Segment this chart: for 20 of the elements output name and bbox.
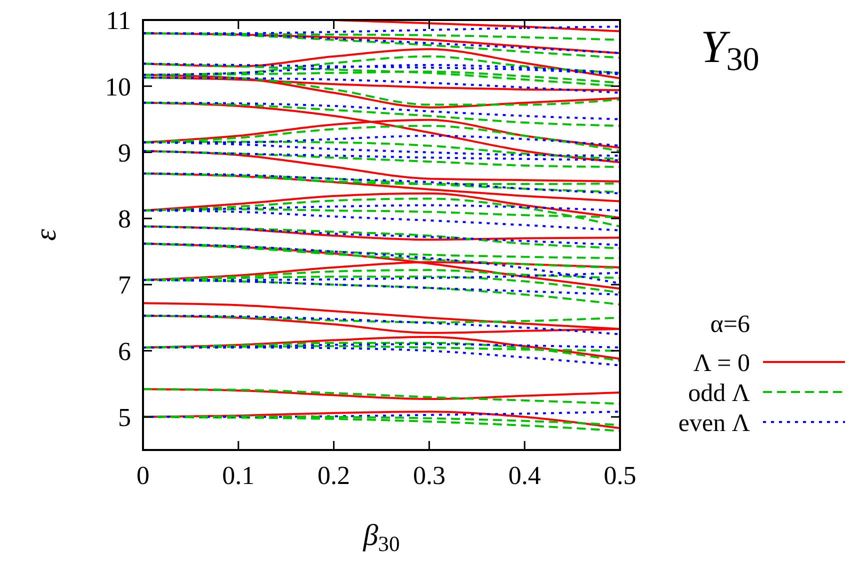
x-tick-label: 0.4: [508, 461, 541, 490]
x-tick-label: 0.1: [222, 461, 255, 490]
text: Y$_{30}$: [700, 21, 760, 78]
x-axis-title: β$_{30}$: [362, 519, 400, 556]
legend-label: odd Λ: [688, 380, 750, 407]
x-tick-label: 0: [136, 461, 150, 490]
y-tick-label: 11: [106, 6, 131, 36]
y-tick-label: 7: [118, 270, 131, 300]
legend-label: even Λ: [678, 410, 750, 437]
legend-label: Λ = 0: [693, 350, 750, 377]
x-tick-label: 0.3: [412, 461, 446, 490]
y-tick-label: 10: [105, 72, 131, 102]
x-tick-label: 0.2: [318, 461, 350, 490]
x-tick-label: 0.5: [604, 461, 636, 490]
legend-title: α=6: [710, 311, 750, 338]
y-axis-title: ε: [30, 228, 62, 241]
y-tick-label: 5: [118, 403, 131, 432]
y-tick-label: 8: [118, 204, 131, 234]
y-tick-label: 6: [118, 336, 131, 366]
y-tick-label: 9: [118, 138, 131, 168]
